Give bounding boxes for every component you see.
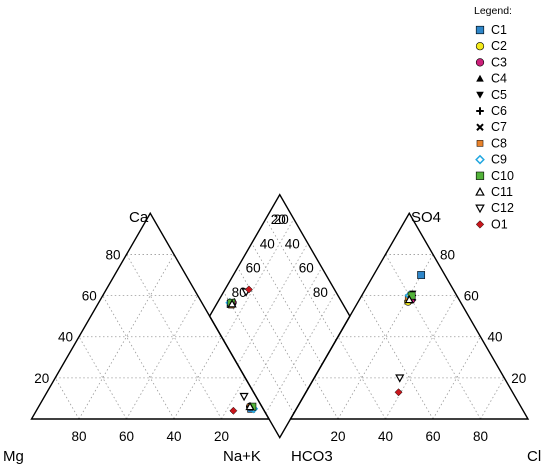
- diamond: [208, 193, 351, 440]
- legend-label-c6: C6: [491, 104, 507, 118]
- legend-label-c1: C1: [491, 23, 507, 37]
- point-c11-diamond: [227, 299, 237, 308]
- point-c11-cation: [245, 401, 255, 411]
- legend-label-c4: C4: [491, 72, 507, 86]
- tick-label: 80: [105, 247, 120, 262]
- legend-marker-c5: [476, 91, 484, 99]
- point-o1-cation: [229, 406, 238, 415]
- point-c12-cation: [239, 392, 249, 402]
- point-c1-anion: [417, 271, 426, 279]
- grid-line: [265, 291, 337, 414]
- grid-line: [480, 377, 505, 420]
- legend-label-c10: C10: [491, 169, 514, 183]
- tick-label: 20: [274, 212, 289, 227]
- legend-label-c9: C9: [491, 153, 507, 167]
- grid-line: [361, 295, 434, 420]
- legend: Legend: C1 C2 C3 C4 C5 C6 C7 C8 C9 C10 C11 C12 O1: [474, 5, 514, 231]
- legend-label-c3: C3: [491, 55, 507, 69]
- grid-line: [251, 267, 323, 390]
- legend-items: C1 C2 C3 C4 C5 C6 C7 C8 C9 C10 C11 C12 O1: [475, 23, 514, 231]
- grid-line: [126, 295, 199, 420]
- legend-label-c12: C12: [491, 201, 514, 215]
- grid-line: [54, 377, 80, 420]
- legend-marker-o1: [475, 220, 485, 229]
- point-c12-anion: [395, 374, 405, 383]
- tick-label: 20: [34, 371, 49, 386]
- tick-label: 80: [313, 285, 328, 300]
- plot-frames: [30, 193, 530, 440]
- legend-marker-c3: [475, 58, 485, 67]
- legend-marker-c6: [476, 107, 484, 115]
- corner-label-cl: Cl: [527, 448, 541, 465]
- tick-label: 40: [285, 236, 300, 251]
- tick-label: 20: [214, 429, 229, 444]
- legend-label-c8: C8: [491, 136, 507, 150]
- grid-line: [102, 295, 175, 420]
- point-c11-anion: [404, 294, 414, 304]
- tick-label: 20: [330, 429, 345, 444]
- tick-label: 60: [246, 261, 261, 276]
- legend-marker-c4: [476, 74, 484, 82]
- anion-triangle: [289, 211, 530, 420]
- tick-label: 20: [271, 212, 286, 227]
- grid-line: [223, 218, 295, 341]
- corner-label-ca: Ca: [129, 209, 149, 226]
- grid-lines: [54, 218, 505, 420]
- corner-label-nak: Na+K: [223, 448, 261, 465]
- legend-marker-c11: [475, 186, 485, 196]
- legend-title: Legend:: [474, 5, 512, 17]
- tick-label: 40: [166, 429, 181, 444]
- tick-label: 40: [58, 330, 73, 345]
- grid-line: [265, 218, 337, 341]
- grid-line: [385, 295, 458, 420]
- legend-marker-c12: [475, 204, 485, 214]
- tick-label: 80: [71, 429, 86, 444]
- grid-line: [237, 267, 309, 390]
- data-points: [225, 271, 426, 415]
- legend-marker-c7: [476, 123, 484, 131]
- corner-label-so4: SO4: [411, 209, 441, 226]
- legend-marker-c10: [475, 171, 485, 180]
- grid-line: [223, 291, 295, 414]
- tick-label: 80: [440, 247, 455, 262]
- corner-label-hco3: HCO3: [291, 448, 333, 465]
- tick-label: 60: [82, 289, 97, 304]
- legend-marker-c1: [475, 25, 485, 35]
- tick-label: 60: [299, 261, 314, 276]
- tick-label: 80: [473, 429, 488, 444]
- tick-label: 60: [425, 429, 440, 444]
- tick-label: 60: [119, 429, 134, 444]
- tick-label: 20: [511, 371, 526, 386]
- tick-label: 40: [378, 429, 393, 444]
- corner-label-mg: Mg: [3, 448, 24, 465]
- point-o1-diamond: [244, 285, 253, 294]
- grid-line: [237, 243, 309, 365]
- tick-labels: 80 60 40 20 20 40 60 80 20 40 60 80 20 40 60 80 20 40 60 80…: [34, 212, 526, 444]
- point-o1-anion: [394, 388, 403, 397]
- legend-marker-c2: [475, 42, 485, 51]
- grid-line: [251, 243, 323, 365]
- legend-marker-c8: [476, 140, 484, 147]
- grid-line: [313, 377, 339, 420]
- legend-label-c11: C11: [491, 185, 513, 199]
- legend-label-c2: C2: [491, 39, 507, 53]
- legend-label-c7: C7: [491, 120, 507, 134]
- cation-triangle: [30, 211, 271, 420]
- legend-label-c5: C5: [491, 88, 507, 102]
- tick-label: 60: [464, 289, 479, 304]
- legend-label-o1: O1: [491, 217, 508, 231]
- tick-label: 40: [488, 330, 503, 345]
- legend-marker-c9: [475, 154, 485, 165]
- tick-label: 40: [260, 236, 275, 251]
